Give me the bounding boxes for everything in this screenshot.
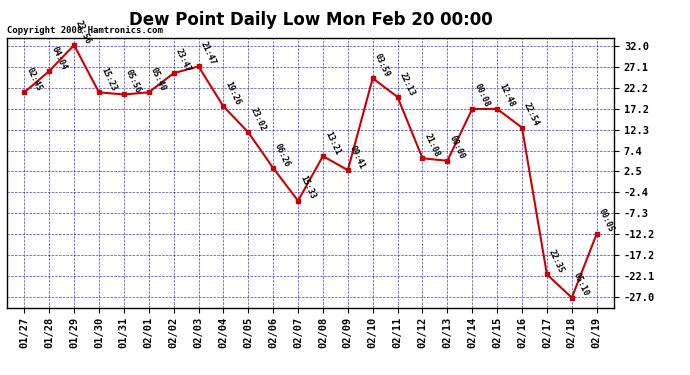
Text: 09:41: 09:41 xyxy=(348,144,366,170)
Text: 19:26: 19:26 xyxy=(224,80,242,106)
Text: 15:33: 15:33 xyxy=(298,174,317,201)
Text: 21:47: 21:47 xyxy=(199,40,217,66)
Text: 00:00: 00:00 xyxy=(447,134,466,161)
Text: 23:56: 23:56 xyxy=(74,19,93,45)
Text: 05:10: 05:10 xyxy=(572,271,591,298)
Text: 12:48: 12:48 xyxy=(497,82,516,109)
Text: 04:04: 04:04 xyxy=(49,45,68,71)
Text: 22:54: 22:54 xyxy=(522,101,541,128)
Text: 23:02: 23:02 xyxy=(248,106,267,132)
Text: 23:47: 23:47 xyxy=(174,47,193,73)
Text: 15:23: 15:23 xyxy=(99,66,118,92)
Text: Copyright 2008 Hamtronics.com: Copyright 2008 Hamtronics.com xyxy=(7,26,163,35)
Text: 00:08: 00:08 xyxy=(472,82,491,109)
Text: 00:05: 00:05 xyxy=(597,207,615,234)
Text: 13:21: 13:21 xyxy=(323,130,342,156)
Text: 03:59: 03:59 xyxy=(373,52,391,78)
Text: Dew Point Daily Low Mon Feb 20 00:00: Dew Point Daily Low Mon Feb 20 00:00 xyxy=(128,11,493,29)
Text: 02:45: 02:45 xyxy=(24,66,43,92)
Text: 06:26: 06:26 xyxy=(273,142,292,168)
Text: 05:56: 05:56 xyxy=(124,68,143,94)
Text: 05:40: 05:40 xyxy=(149,66,168,92)
Text: 21:08: 21:08 xyxy=(422,132,441,158)
Text: 22:13: 22:13 xyxy=(397,70,416,97)
Text: 22:35: 22:35 xyxy=(547,248,566,274)
